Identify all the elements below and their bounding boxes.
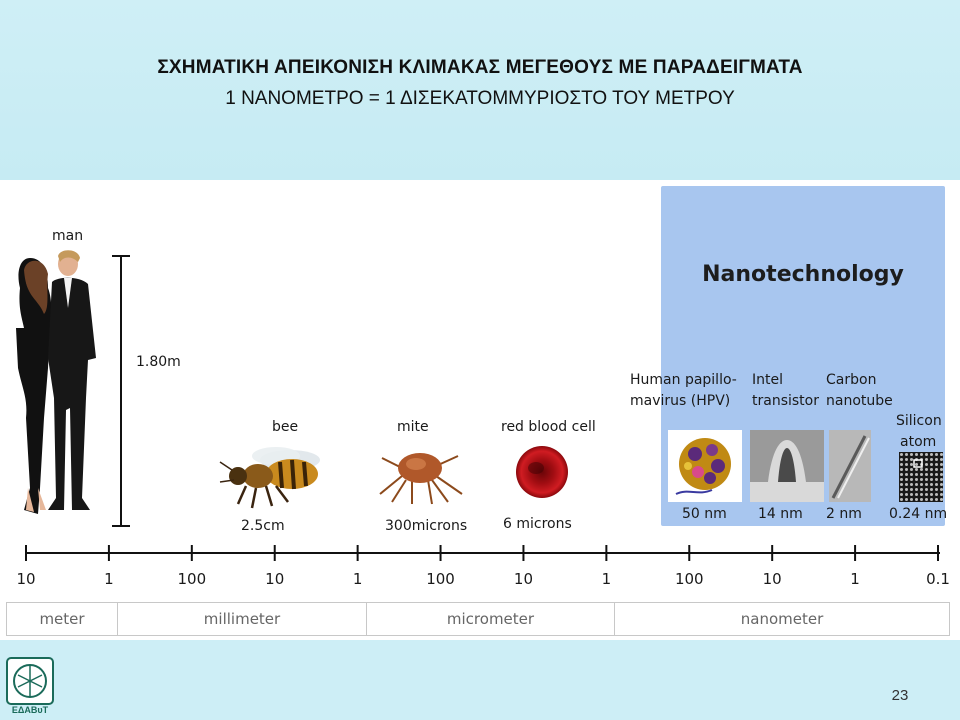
unit-cell-nanometer: nanometer (740, 610, 824, 628)
example-label-transistor-line1: Intel (752, 372, 783, 388)
unit-cell-millimeter: millimeter (118, 603, 367, 635)
mite-photo-icon (379, 453, 463, 505)
edavut-logo-icon (6, 657, 54, 705)
scale-tick-label: 10 (762, 570, 782, 588)
slide-title: ΣΧΗΜΑΤΙΚΗ ΑΠΕΙΚΟΝΙΣΗ ΚΛΙΜΑΚΑΣ ΜΕΓΕΘΟΥΣ Μ… (157, 57, 803, 78)
scale-tick-label: 10 (513, 570, 533, 588)
scale-tick-label: 1 (601, 570, 612, 588)
unit-bar: meter millimeter micrometer nanometer (6, 602, 950, 636)
header-band (0, 0, 960, 180)
red-blood-cell-photo-icon (516, 446, 568, 498)
scale-axis (25, 545, 940, 561)
example-label-silicon-line2: atom (900, 434, 937, 450)
example-label-silicon-line1: Silicon (896, 413, 942, 429)
edavut-logo: ΕΔΑΒυΤ (6, 657, 54, 715)
example-label-nanotube-line2: nanotube (826, 393, 893, 409)
example-size-red-blood-cell: 6 microns (503, 516, 572, 532)
example-label-transistor-line2: transistor (752, 393, 819, 409)
scale-tick-label: 1 (104, 570, 114, 588)
example-size-man: 1.80m (136, 354, 181, 370)
example-size-bee: 2.5cm (241, 518, 285, 534)
example-label-hpv-line1: Human papillo- (630, 372, 737, 388)
unit-cell-meter: meter (7, 603, 118, 635)
couple-photo-icon (16, 250, 96, 514)
example-label-nanotube-line1: Carbon (826, 372, 877, 388)
transistor-micrograph-icon (750, 430, 824, 502)
logo-text: ΕΔΑΒυΤ (11, 705, 49, 715)
example-label-bee: bee (272, 419, 299, 435)
nanotube-micrograph-icon (829, 430, 871, 502)
unit-cell-micrometer: micrometer (367, 603, 615, 635)
example-size-hpv: 50 nm (682, 506, 727, 522)
size-scale-figure: Nanotechnology man 1.80m bee 2.5cm mite (0, 180, 960, 640)
example-label-red-blood-cell: red blood cell (501, 419, 596, 435)
scale-tick-label: 1 (352, 570, 363, 588)
footer-band (0, 640, 960, 720)
scale-tick-label: 1 (850, 570, 860, 588)
scale-tick-label: 0.1 (926, 570, 950, 588)
scale-tick-label: 100 (177, 570, 207, 588)
slide-subtitle: 1 ΝΑΝΟΜΕΤΡΟ = 1 ΔΙΣΕΚΑΤΟΜΜΥΡΙΟΣΤΟ ΤΟΥ ΜΕ… (225, 88, 735, 109)
scale-tick-label: 100 (426, 570, 455, 588)
example-size-silicon: 0.24 nm (889, 506, 948, 522)
height-bracket-icon (112, 255, 130, 527)
example-size-nanotube: 2 nm (826, 506, 862, 522)
example-label-man: man (52, 228, 84, 244)
page-number: 23 (891, 687, 909, 704)
nanotechnology-title: Nanotechnology (702, 262, 904, 287)
scale-tick-label: 100 (674, 570, 704, 588)
scale-tick-label: 10 (16, 570, 36, 588)
silicon-lattice-image-icon (899, 452, 943, 502)
hpv-virus-image-icon (668, 430, 742, 502)
example-label-mite: mite (397, 419, 429, 435)
bee-photo-icon (219, 447, 320, 509)
example-label-hpv-line2: mavirus (HPV) (630, 393, 731, 409)
scale-tick-label: 10 (265, 570, 285, 588)
example-size-mite: 300microns (385, 518, 468, 534)
example-size-transistor: 14 nm (758, 506, 803, 522)
